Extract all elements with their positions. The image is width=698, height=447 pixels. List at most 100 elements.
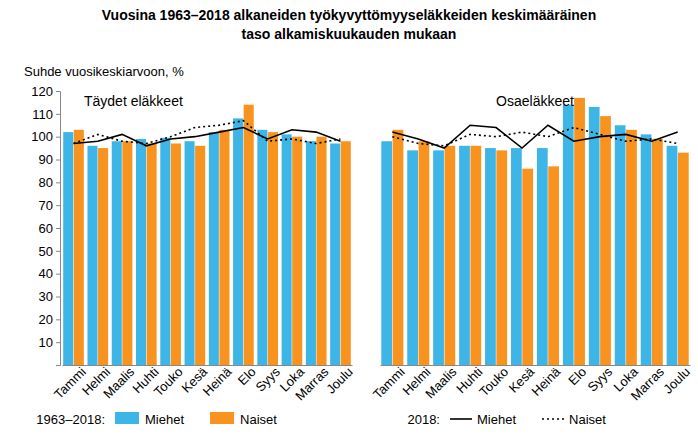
x-tick: Joulu	[660, 364, 693, 397]
y-tick: 50	[39, 243, 60, 258]
x-axis: TammiHelmiMaalisHuhtiToukoKesäHeinäEloSy…	[51, 364, 356, 404]
y-tick-mark	[56, 319, 60, 320]
x-tick: Tammi	[370, 364, 408, 402]
chart: Vuosina 1963–2018 alkaneiden työkyvyttöm…	[0, 0, 698, 447]
y-tick-label: 40	[39, 266, 53, 281]
bar	[393, 130, 404, 365]
bar	[233, 118, 243, 365]
y-axis-title: Suhde vuosikeskiarvoon, %	[24, 64, 184, 79]
x-tick-label: Heinä	[200, 364, 235, 399]
bar	[600, 116, 611, 365]
bar	[626, 130, 637, 365]
y-tick-mark	[56, 205, 60, 206]
panel-title: Täydet eläkkeet	[84, 93, 183, 109]
legend: 1963–2018: Miehet Naiset 2018: Miehet Naiset	[36, 412, 606, 427]
bar	[74, 130, 84, 365]
bar	[257, 130, 267, 365]
bar	[433, 150, 444, 365]
bar	[122, 141, 132, 365]
y-tick-mark	[56, 114, 60, 115]
x-tick-label: Maalis	[422, 364, 460, 402]
bar	[98, 148, 108, 365]
x-axis-line	[381, 365, 691, 366]
x-tick-label: Heinä	[529, 364, 564, 399]
bar	[147, 144, 157, 365]
x-tick: Maalis	[422, 364, 460, 402]
legend-label: Miehet	[145, 412, 184, 427]
bar	[641, 134, 652, 365]
bar	[678, 153, 689, 365]
y-tick-mark	[56, 160, 60, 161]
bar	[87, 146, 97, 365]
bar	[470, 146, 481, 365]
y-tick-mark	[56, 228, 60, 229]
legend-swatch	[542, 418, 564, 420]
x-tick: Heinä	[200, 364, 235, 399]
bar	[444, 146, 455, 365]
y-tick: 60	[39, 221, 60, 236]
x-axis: TammiHelmiMaalisHuhtiToukoKesäHeinäEloSy…	[370, 364, 693, 404]
x-tick: Syys	[252, 364, 283, 395]
x-tick-label: Marras	[628, 364, 668, 404]
bar	[574, 98, 585, 365]
line	[392, 128, 677, 146]
bar	[209, 132, 219, 365]
bar	[667, 146, 678, 365]
bar	[548, 166, 559, 365]
y-tick-label: 90	[39, 152, 53, 167]
y-tick-label: 70	[39, 198, 53, 213]
y-tick-mark	[56, 274, 60, 275]
y-tick-label: 50	[39, 243, 53, 258]
bar	[485, 148, 496, 365]
y-tick-label: 100	[31, 129, 53, 144]
y-tick-label: 60	[39, 221, 53, 236]
y-tick-mark	[56, 182, 60, 183]
bar	[652, 139, 663, 365]
y-tick: 110	[32, 106, 60, 121]
title: taso alkamiskuukauden mukaan	[242, 26, 457, 42]
x-tick: Syys	[585, 364, 616, 395]
x-tick-label: Joulu	[660, 364, 693, 397]
x-tick-label: Syys	[585, 364, 616, 395]
y-tick: 70	[39, 198, 60, 213]
legend-group-label: 2018:	[407, 412, 440, 427]
x-tick: Marras	[628, 364, 668, 404]
bar	[316, 137, 326, 365]
bar	[185, 141, 195, 365]
bar	[563, 105, 574, 365]
x-tick-label: Syys	[252, 364, 283, 395]
bar	[419, 141, 430, 365]
bar	[282, 134, 292, 365]
y-tick: 20	[39, 312, 60, 327]
bar	[195, 146, 205, 365]
y-tick-label: 30	[39, 289, 53, 304]
legend-swatch	[450, 418, 472, 420]
x-tick: Touko	[476, 364, 511, 399]
x-tick: Joulu	[323, 364, 356, 397]
y-tick-label: 20	[39, 312, 53, 327]
y-tick: 30	[39, 289, 60, 304]
y-axis: 102030405060708090100110120	[31, 84, 60, 366]
bar	[292, 137, 302, 365]
bar	[381, 141, 392, 365]
y-tick: 120	[31, 84, 60, 99]
bar	[341, 141, 351, 365]
plot-area	[63, 98, 688, 365]
bar	[496, 150, 507, 365]
bar	[306, 141, 316, 365]
legend-label: Miehet	[477, 412, 516, 427]
legend-label: Naiset	[569, 412, 606, 427]
line	[392, 125, 677, 148]
bar	[63, 132, 73, 365]
bar	[136, 139, 146, 365]
bar	[244, 105, 254, 365]
legend-label: Naiset	[240, 412, 277, 427]
legend-swatch	[210, 412, 234, 424]
x-tick-label: Joulu	[323, 364, 356, 397]
legend-group-label: 1963–2018:	[36, 412, 105, 427]
x-tick-label: Tammi	[370, 364, 408, 402]
y-tick: 100	[31, 129, 60, 144]
y-tick-label: 80	[39, 175, 53, 190]
y-tick-mark	[56, 297, 60, 298]
y-tick: 80	[39, 175, 60, 190]
